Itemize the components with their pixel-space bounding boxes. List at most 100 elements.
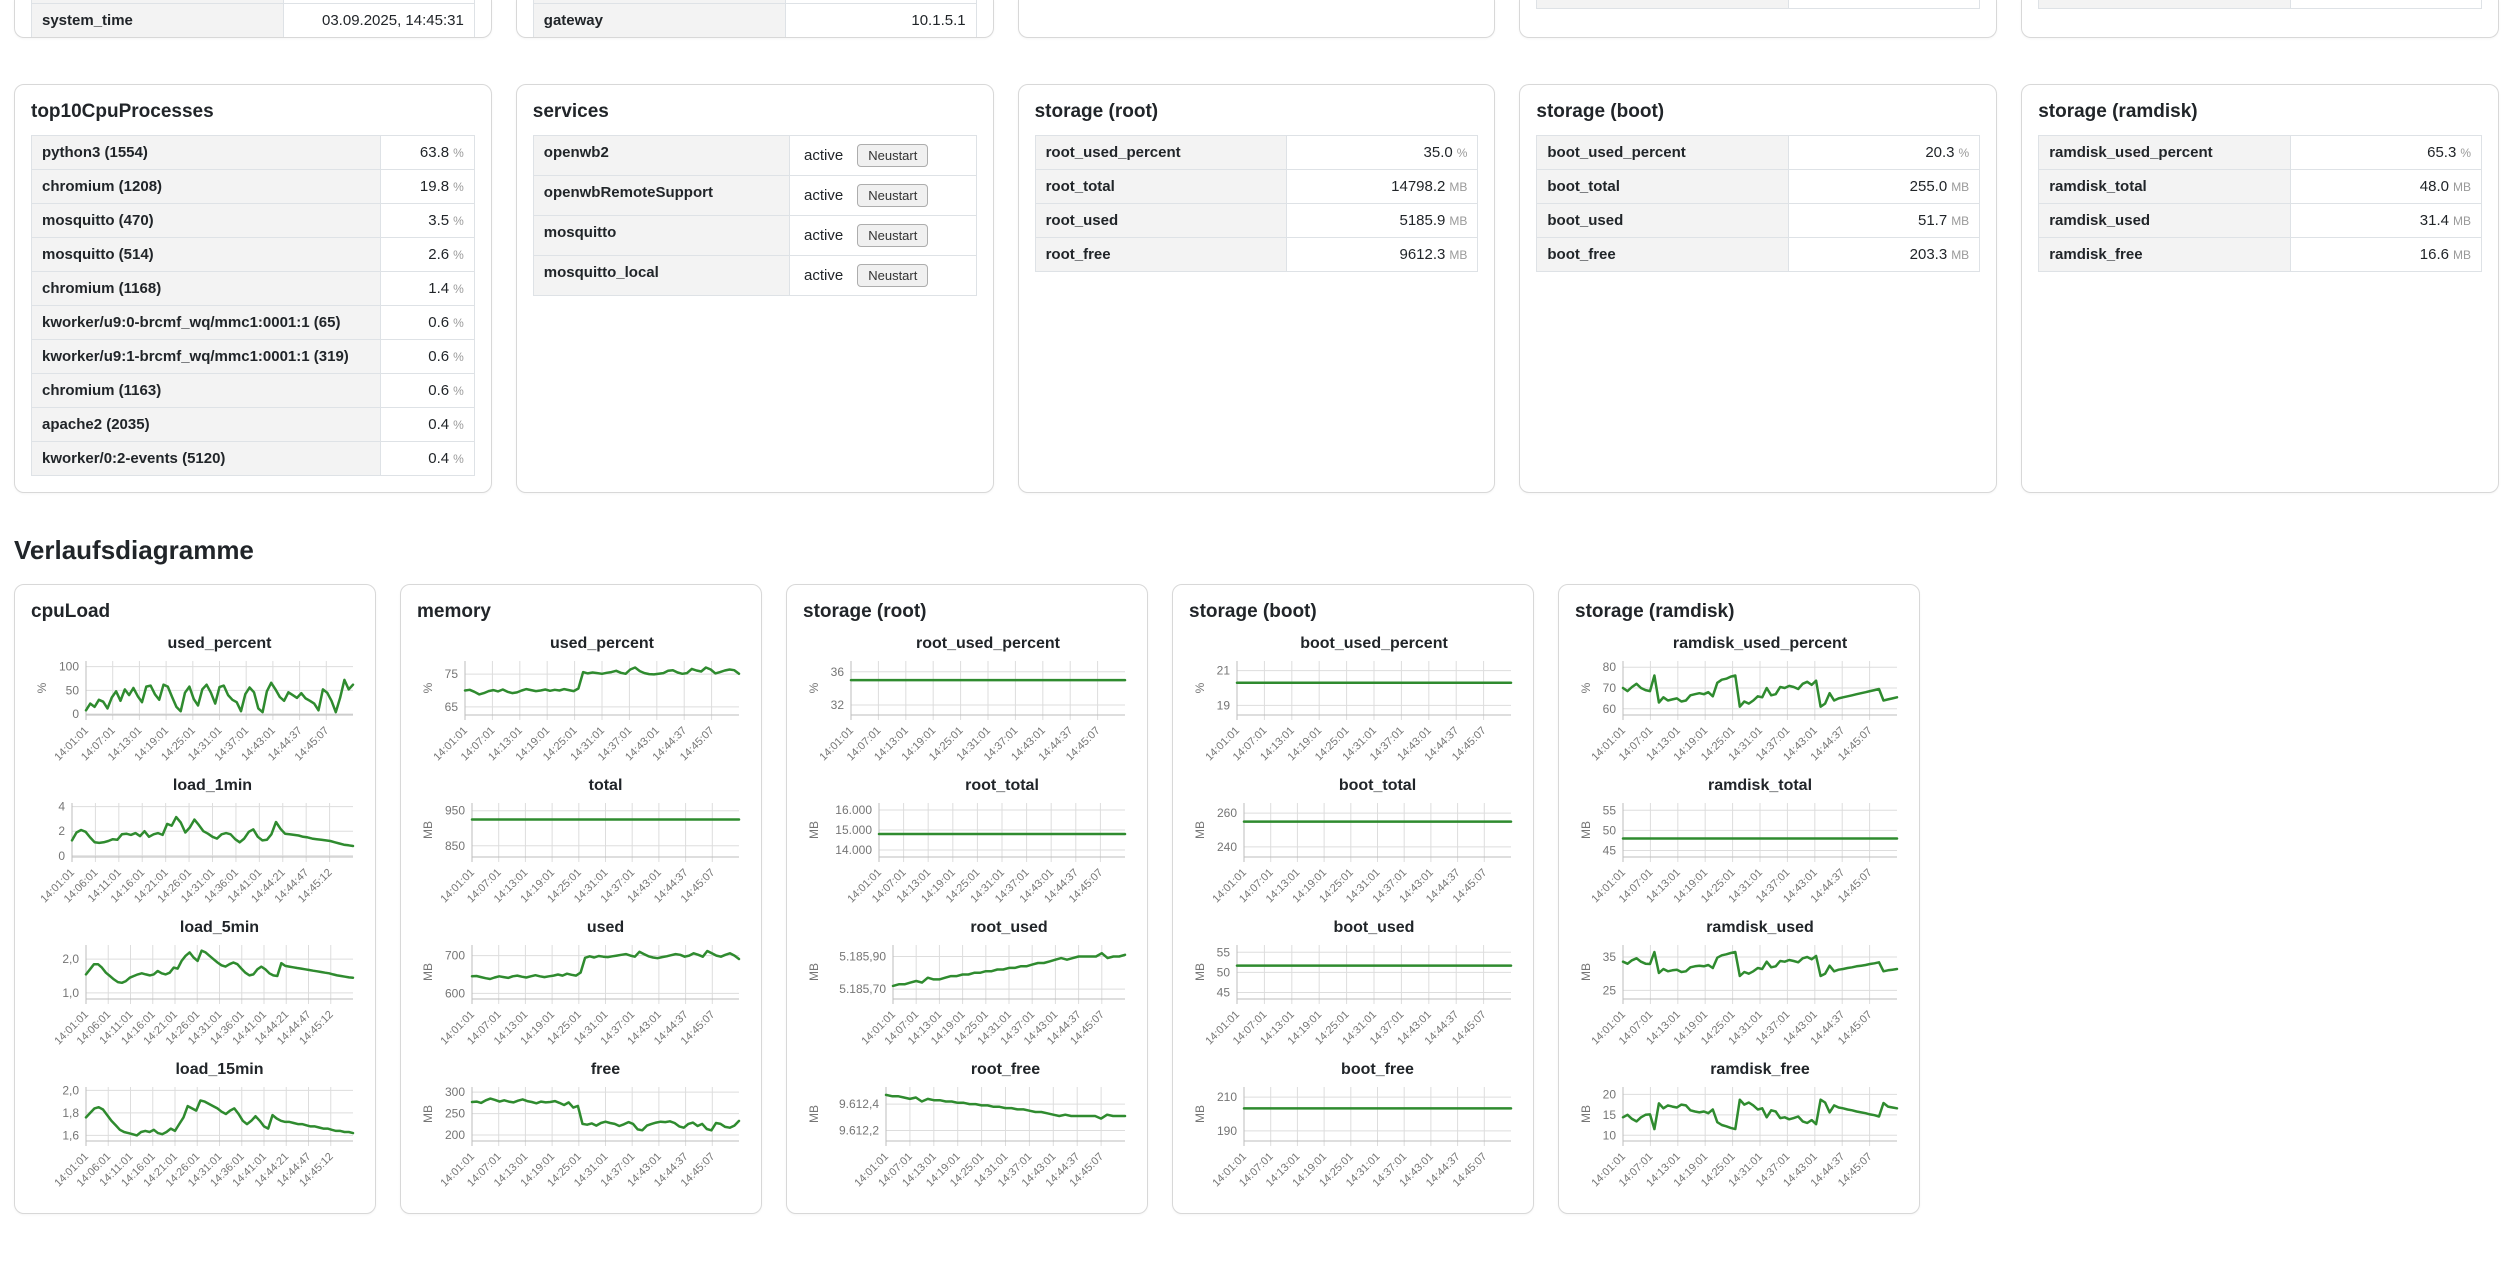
chart-subtitle: used — [586, 919, 625, 936]
table-row: gateway 10.1.5.1 — [532, 4, 977, 37]
row-value-cell: 255.0 MB — [1789, 170, 1979, 203]
table: openwb2 active Neustart openwbRemoteSupport… — [532, 135, 977, 296]
svg-text:50: 50 — [1603, 823, 1617, 837]
table-row: chromium (1163) 0.6% — [31, 374, 475, 408]
row-label: boot_free — [1537, 238, 1790, 271]
card-storage-root: storage (root) root_used_percent 35.0% root… — [1017, 84, 1496, 493]
chart-card-storage-ramdisk: storage (ramdisk) ramdisk_used_percent 60 7… — [1558, 584, 1920, 1214]
svg-text:%: % — [807, 682, 821, 693]
chart-load-15min: 1,61,82,014:01:0114:06:0114:11:0114:16:0… — [52, 1083, 355, 1189]
svg-text:100: 100 — [59, 660, 79, 674]
row-label: chromium (1208) — [32, 170, 382, 203]
svg-text:MB: MB — [1193, 1105, 1207, 1123]
svg-text:25: 25 — [1603, 983, 1617, 997]
table-row: ramdisk_used_percent 65.3% — [2038, 136, 2482, 170]
chart-used-percent: used_percent 65 75 14:01:01 14:07:01 14:13:01… — [417, 635, 745, 771]
chart-boot-used-percent: boot_used_percent 19 21 14:01:01 14:07:01 14:… — [1189, 635, 1517, 771]
row-label: root_used_percent — [1035, 136, 1288, 169]
row-value-cell: active Neustart — [790, 176, 976, 215]
row-unit: % — [1456, 146, 1468, 160]
restart-button[interactable]: Neustart — [857, 184, 929, 207]
row-value-cell: 1.4% — [381, 272, 474, 305]
row-unit: MB — [2452, 248, 2471, 262]
svg-text:14.000: 14.000 — [835, 843, 872, 857]
restart-button[interactable]: Neustart — [857, 264, 929, 287]
row-value-cell: 35.0% — [1287, 136, 1477, 169]
row-value: 16.6 — [2419, 246, 2449, 263]
chart-boot-free: boot_free 190 210 14:01:01 14:07:01 14:13:01 1… — [1189, 1061, 1517, 1197]
svg-text:0: 0 — [72, 707, 79, 721]
restart-button[interactable]: Neustart — [857, 144, 929, 167]
row-label: boot_used — [1537, 204, 1790, 237]
row-unit: % — [453, 418, 464, 432]
svg-text:65: 65 — [445, 700, 459, 714]
svg-text:MB: MB — [807, 821, 821, 839]
svg-text:%: % — [35, 682, 49, 693]
chart-root-used-percent: 323614:01:0114:07:0114:13:0114:19:0114:2… — [807, 661, 1127, 763]
row-label: chromium (1163) — [32, 374, 382, 407]
row-value: 9612.3 — [1399, 246, 1446, 263]
row-unit: % — [1958, 146, 1970, 160]
table-row: python3 (1554) 63.8% — [31, 136, 475, 170]
svg-text:240: 240 — [1217, 840, 1237, 854]
table-row: chromium (1208) 19.8% — [31, 170, 475, 204]
row-unit: MB — [1951, 248, 1970, 262]
row-label: mosquitto (514) — [32, 238, 382, 271]
row-unit: % — [453, 146, 464, 160]
chart-card-storage-boot: storage (boot) boot_used_percent 19 21 14:01… — [1172, 584, 1534, 1214]
chart-subtitle: load_1min — [172, 777, 253, 794]
row-unit: % — [453, 282, 464, 296]
chart-subtitle: load_15min — [175, 1061, 264, 1078]
row-value-cell: active Neustart — [790, 216, 976, 255]
card-services: services openwb2 active Neustart openwbRemot… — [515, 84, 994, 493]
row-label: python3 (1554) — [32, 136, 382, 169]
chart-used: used 600 700 14:01:01 14:07:01 14:13:01 14:19:… — [417, 919, 745, 1055]
svg-text:MB: MB — [1579, 1105, 1593, 1123]
chart-subtitle: ramdisk_used — [1706, 919, 1814, 936]
svg-text:MB: MB — [807, 1105, 821, 1123]
chart-ramdisk-used: ramdisk_used 25 35 14:01:01 14:07:01 14:13:01… — [1575, 919, 1903, 1055]
svg-text:9.612,2: 9.612,2 — [839, 1123, 879, 1137]
svg-text:250: 250 — [445, 1107, 465, 1121]
table: root_used_percent 35.0% root_total 14798.2 M… — [1034, 135, 1479, 272]
svg-text:21: 21 — [1217, 664, 1231, 678]
svg-text:300: 300 — [445, 1085, 465, 1099]
svg-text:700: 700 — [445, 949, 465, 963]
chart-line — [884, 1093, 1127, 1120]
restart-button[interactable]: Neustart — [857, 224, 929, 247]
svg-text:MB: MB — [421, 963, 435, 981]
service-status: active — [804, 227, 844, 244]
chart-line — [84, 678, 355, 714]
card-title: storage (boot) — [1536, 101, 1665, 122]
chart-ramdisk-total: ramdisk_total 45 50 55 14:01:01 14:07:01 14:13… — [1575, 777, 1903, 913]
row-value-cell: 0.4% — [381, 408, 474, 441]
svg-text:950: 950 — [445, 804, 465, 818]
chart-root-used-percent: root_used_percent 32 36 14:01:01 14:07:01 14:… — [803, 635, 1131, 771]
chart-line — [470, 1097, 741, 1132]
row-value: 0.4 — [428, 416, 450, 433]
row-value-cell: 14798.2 MB — [1287, 170, 1477, 203]
row-value-cell: 0.6% — [381, 340, 474, 373]
svg-text:15.000: 15.000 — [835, 823, 872, 837]
svg-text:5.185,90: 5.185,90 — [839, 949, 886, 963]
table-row-partial — [2038, 0, 2482, 9]
system-status-page: system_time 03.09.2025, 14:45:31 gateway 10… — [14, 0, 2499, 1214]
chart-boot-total: boot_total 240 260 14:01:01 14:07:01 14:13:01… — [1189, 777, 1517, 913]
card-title: storage (ramdisk) — [1575, 601, 1735, 622]
card-title: storage (boot) — [1189, 601, 1317, 622]
chart-ramdisk-total: 45505514:01:0114:07:0114:13:0114:19:0114… — [1579, 803, 1899, 905]
row-label: ramdisk_used_percent — [2039, 136, 2291, 169]
table-row-partial — [532, 0, 977, 4]
svg-text:4: 4 — [58, 800, 65, 814]
row-unit: % — [453, 350, 464, 364]
svg-text:2,0: 2,0 — [62, 952, 79, 966]
row-value: 03.09.2025, 14:45:31 — [322, 12, 464, 29]
service-status: active — [804, 187, 844, 204]
chart-boot-used: boot_used 45 50 55 14:01:01 14:07:01 14:13:01 1… — [1189, 919, 1517, 1055]
svg-text:50: 50 — [1217, 965, 1231, 979]
row-label: ramdisk_used — [2039, 204, 2291, 237]
svg-text:20: 20 — [1603, 1087, 1617, 1101]
row-value: 65.3 — [2427, 144, 2457, 161]
row-value: 203.3 — [1909, 246, 1948, 263]
svg-text:%: % — [1579, 682, 1593, 693]
